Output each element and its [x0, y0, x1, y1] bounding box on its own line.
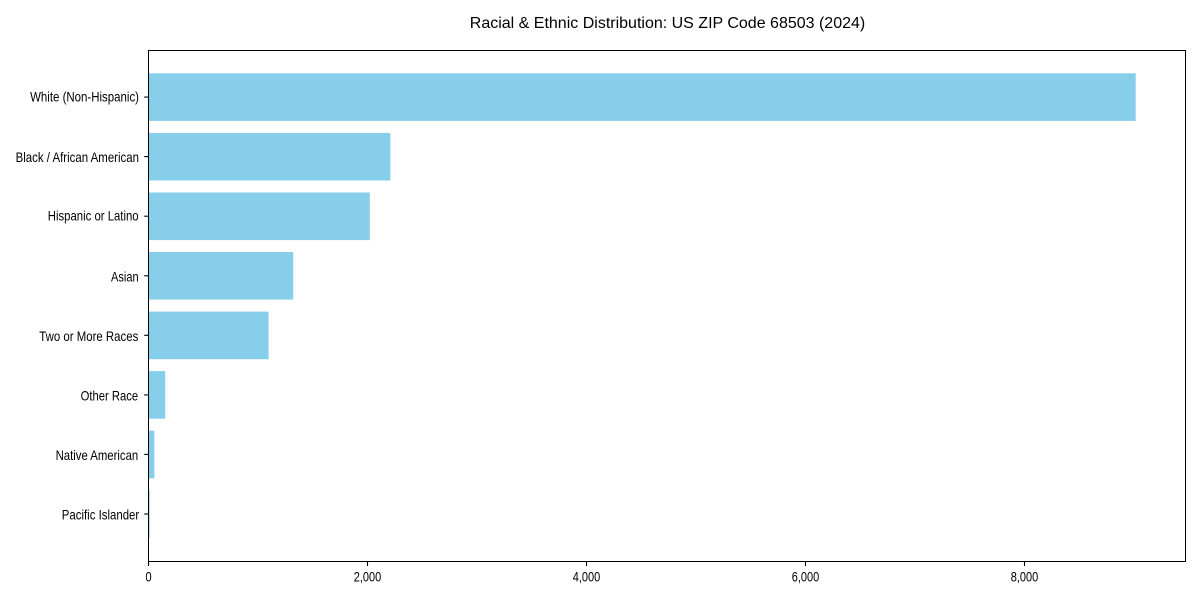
- svg-text:Racial & Ethnic Distribution:: Racial & Ethnic Distribution: US ZIP Cod…: [470, 15, 865, 32]
- svg-text:2,000: 2,000: [354, 568, 382, 584]
- svg-text:White (Non-Hispanic): White (Non-Hispanic): [30, 89, 139, 105]
- svg-text:Pacific Islander: Pacific Islander: [62, 507, 140, 523]
- svg-text:8,000: 8,000: [1011, 568, 1039, 584]
- svg-text:Asian: Asian: [111, 268, 139, 284]
- svg-text:Hispanic or Latino: Hispanic or Latino: [48, 207, 139, 223]
- svg-text:Native American: Native American: [56, 447, 139, 463]
- svg-text:Black / African American: Black / African American: [16, 149, 139, 165]
- svg-text:4,000: 4,000: [573, 568, 601, 584]
- svg-text:6,000: 6,000: [792, 568, 820, 584]
- svg-text:Two or More Races: Two or More Races: [39, 328, 138, 344]
- svg-text:Other Race: Other Race: [81, 387, 139, 403]
- svg-text:0: 0: [145, 568, 151, 584]
